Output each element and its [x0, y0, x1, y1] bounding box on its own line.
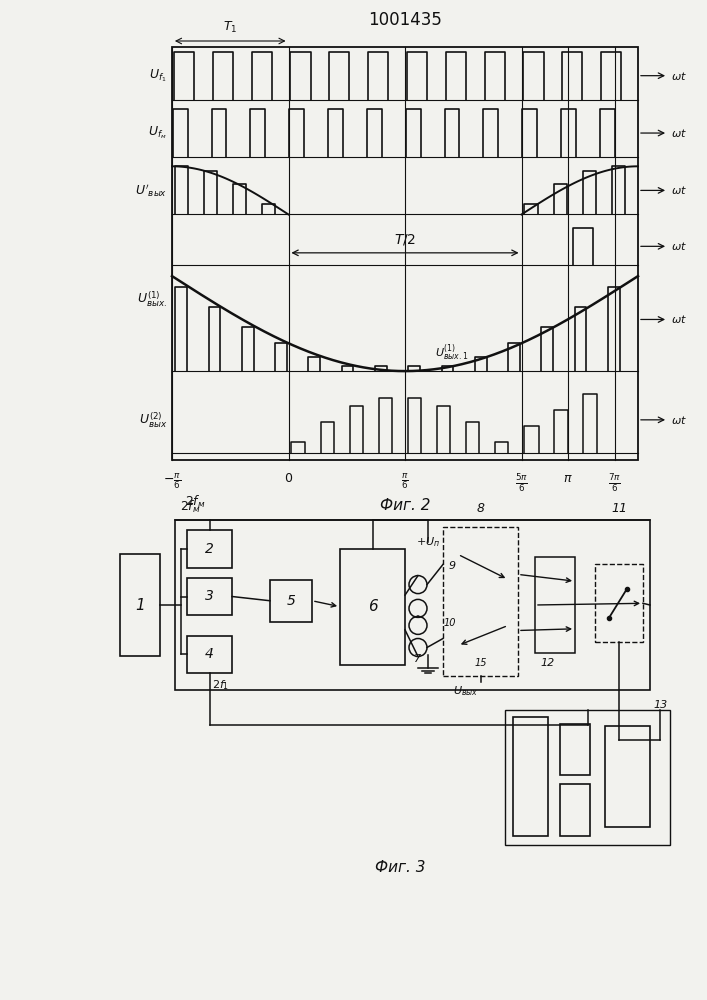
Text: $\frac{7\pi}{6}$: $\frac{7\pi}{6}$ [608, 472, 621, 494]
Bar [187, 530, 232, 568]
Text: $U^{(2)}_{вых}$: $U^{(2)}_{вых}$ [139, 410, 167, 430]
Text: 10: 10 [443, 617, 456, 628]
Text: Фиг. 3: Фиг. 3 [375, 860, 425, 875]
Text: 2: 2 [205, 542, 214, 556]
Text: $T/2$: $T/2$ [394, 232, 416, 247]
Text: 5: 5 [286, 594, 296, 608]
Bar [560, 784, 590, 836]
Text: 1: 1 [135, 597, 145, 612]
Text: $U_{f_м}$: $U_{f_м}$ [148, 125, 167, 141]
Text: $U^{(1)}_{вых.1}$: $U^{(1)}_{вых.1}$ [435, 342, 469, 363]
Text: $\omega t$: $\omega t$ [671, 184, 687, 196]
Bar [505, 710, 670, 845]
Text: 6: 6 [368, 599, 378, 614]
Bar [340, 549, 405, 664]
Text: $0$: $0$ [284, 472, 293, 485]
Text: $-\frac{\pi}{6}$: $-\frac{\pi}{6}$ [163, 472, 181, 491]
Text: $\omega t$: $\omega t$ [671, 70, 687, 82]
Text: $U^{(1)}_{вых.}$: $U^{(1)}_{вых.}$ [137, 289, 167, 309]
Text: $\frac{5\pi}{6}$: $\frac{5\pi}{6}$ [515, 472, 528, 494]
Text: Фиг. 2: Фиг. 2 [380, 498, 431, 513]
Text: 15: 15 [474, 658, 486, 668]
Bar [120, 554, 160, 656]
Text: $\omega t$: $\omega t$ [671, 240, 687, 252]
Text: 12: 12 [540, 658, 554, 668]
Text: 8: 8 [477, 502, 484, 515]
Text: 1001435: 1001435 [368, 11, 442, 29]
Text: $2f_м$: $2f_м$ [185, 494, 206, 510]
Bar [187, 578, 232, 615]
Text: $U_{вых}$: $U_{вых}$ [453, 684, 479, 698]
Bar [175, 520, 650, 690]
Text: $\omega t$: $\omega t$ [671, 414, 687, 426]
Bar [187, 636, 232, 673]
Bar [513, 717, 548, 836]
Bar [270, 580, 312, 622]
Bar [595, 564, 643, 642]
Text: $U_{f_1}$: $U_{f_1}$ [149, 67, 167, 84]
Text: $U'_{вых}$: $U'_{вых}$ [135, 182, 167, 199]
Text: 9: 9 [449, 561, 456, 571]
Bar [560, 724, 590, 775]
Bar [535, 557, 575, 653]
Text: $\frac{\pi}{6}$: $\frac{\pi}{6}$ [401, 472, 409, 491]
Text: $\omega t$: $\omega t$ [671, 127, 687, 139]
Bar [443, 527, 518, 676]
Text: 4: 4 [205, 647, 214, 661]
Text: $2f_1$: $2f_1$ [213, 678, 230, 692]
Text: $\pi$: $\pi$ [563, 472, 573, 485]
Text: 13: 13 [654, 700, 668, 710]
Bar [172, 47, 638, 460]
Text: $\omega t$: $\omega t$ [671, 313, 687, 325]
Text: $T_1$: $T_1$ [223, 20, 238, 35]
Text: 7: 7 [414, 654, 421, 664]
Text: $2f_м$: $2f_м$ [180, 499, 201, 515]
Text: 3: 3 [205, 589, 214, 603]
Text: 11: 11 [611, 502, 627, 515]
Bar [605, 726, 650, 827]
Text: $+U_п$: $+U_п$ [416, 535, 440, 549]
